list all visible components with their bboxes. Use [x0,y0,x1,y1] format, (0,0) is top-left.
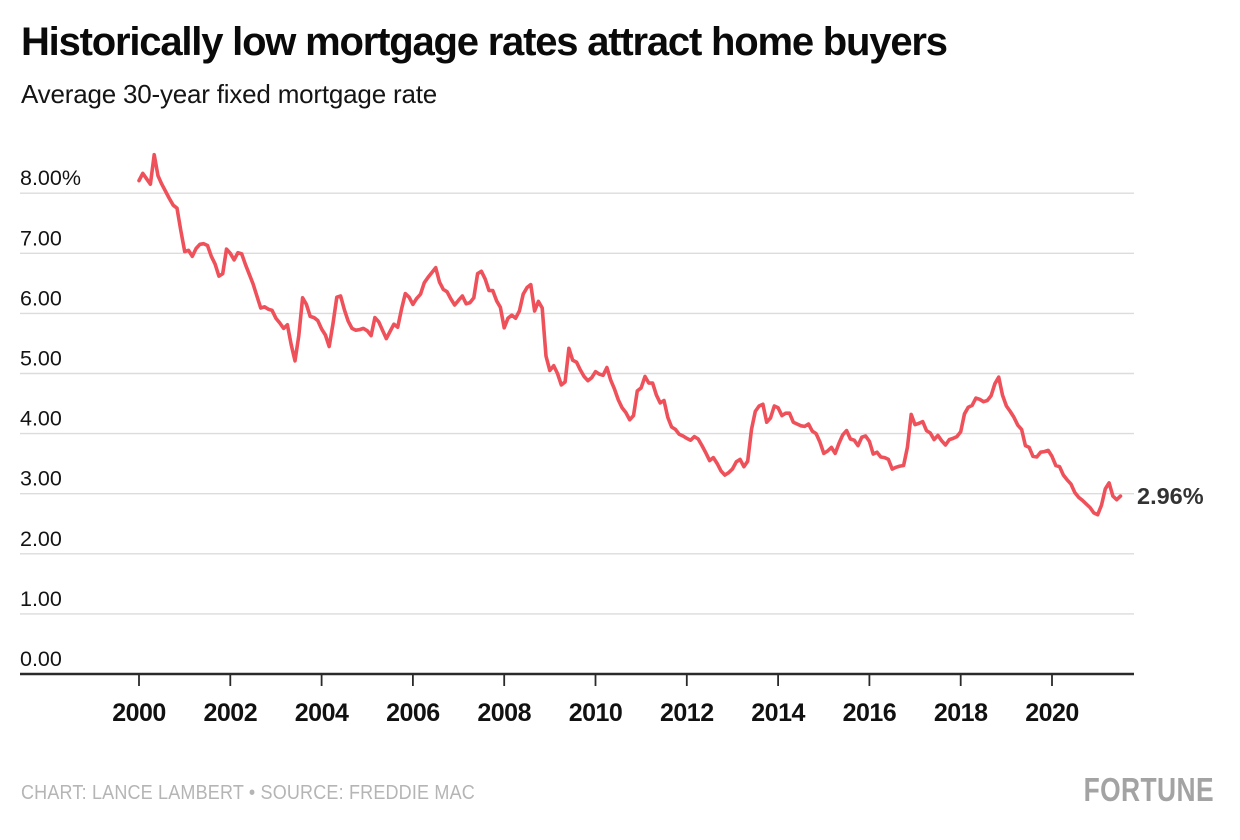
x-axis-tick-label: 2002 [203,699,257,727]
x-axis-tick-label: 2010 [569,699,623,727]
y-axis-tick-label: 2.00 [20,527,62,551]
x-axis-tick-label: 2016 [843,699,897,727]
x-axis-tick-label: 2008 [477,699,531,727]
y-axis-tick-label: 8.00% [20,166,81,190]
x-axis-tick-label: 2006 [386,699,440,727]
y-axis-tick-label: 1.00 [20,587,62,611]
x-axis-tick-label: 2020 [1025,699,1079,727]
mortgage-rate-line [137,152,1123,517]
y-axis-tick-label: 5.00 [20,347,62,371]
chart-title: Historically low mortgage rates attract … [21,20,948,64]
y-axis-tick-label: 0.00 [20,647,62,671]
y-axis-tick-label: 6.00 [20,286,62,310]
chart-attribution: CHART: LANCE LAMBERT • SOURCE: FREDDIE M… [21,782,475,804]
end-value-label: 2.96% [1137,483,1204,509]
y-axis-tick-label: 3.00 [20,467,62,491]
fortune-logo: FORTUNE [1083,771,1214,808]
mortgage-rate-line-chart: 8.00% 7.00 6.00 5.00 4.00 3.00 2.00 1.00 0.00 200… [20,152,1204,727]
x-axis-tick-label: 2000 [112,699,166,727]
chart-subtitle: Average 30-year fixed mortgage rate [21,79,437,109]
x-axis-tick-label: 2014 [751,699,805,727]
x-axis-tick-label: 2018 [934,699,988,727]
y-axis-tick-label: 7.00 [20,226,62,250]
y-axis-tick-label: 4.00 [20,407,62,431]
x-axis-tick-label: 2012 [660,699,714,727]
x-axis-tick-label: 2004 [295,699,349,727]
